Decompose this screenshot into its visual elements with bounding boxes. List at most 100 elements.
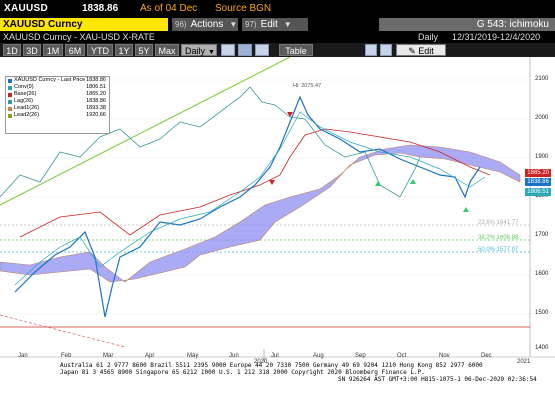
legend-value: 1838.86 bbox=[86, 98, 106, 104]
annotate-icon[interactable] bbox=[255, 44, 269, 56]
x-month-label: Jan bbox=[18, 353, 28, 359]
chevron-down-icon: ▼ bbox=[229, 20, 238, 29]
legend-value: 1920.66 bbox=[86, 112, 106, 118]
conversion-line bbox=[14, 111, 486, 286]
interval-value: Daily bbox=[185, 46, 206, 56]
range-1d-button[interactable]: 1D bbox=[3, 44, 21, 56]
chart-template-title: G 543: ichimoku bbox=[379, 18, 555, 31]
x-month-label: Jul bbox=[271, 353, 279, 359]
legend-item: Base(26) 1865.20 bbox=[6, 91, 109, 98]
ichimoku-chart[interactable]: XAUUSD Curncy - Last Price 1838.86 Conv(9… bbox=[0, 57, 555, 400]
sell-signal-icon bbox=[287, 112, 293, 117]
legend-value: 1838.86 bbox=[86, 77, 106, 83]
date-range[interactable]: 12/31/2019-12/4/2020 bbox=[452, 32, 541, 42]
fib-23-label: 23.6% 1641.77 bbox=[478, 220, 519, 226]
range-max-button[interactable]: Max bbox=[155, 44, 179, 56]
buy-signal-icon bbox=[463, 207, 469, 212]
legend-label: Lead2(26) bbox=[14, 112, 40, 118]
settings-icon[interactable] bbox=[380, 44, 392, 56]
x-month-label: Mar bbox=[103, 353, 114, 359]
legend-swatch bbox=[8, 86, 12, 90]
x-month-label: Nov bbox=[439, 353, 450, 359]
y-tick-label: 1800 bbox=[535, 193, 549, 199]
ichimoku-cloud bbox=[0, 144, 521, 283]
security-description: XAUUSD Curncy - XAU-USD X-RATE bbox=[3, 32, 155, 42]
range-ytd-button[interactable]: YTD bbox=[87, 44, 113, 56]
as-of-date: As of 04 Dec bbox=[140, 3, 198, 14]
actions-label: Actions bbox=[190, 19, 224, 30]
legend-label: Base(26) bbox=[14, 91, 37, 97]
legend-label: Lag(26) bbox=[14, 98, 33, 104]
legend-swatch bbox=[8, 100, 12, 104]
legend-label: Lead1(26) bbox=[14, 105, 40, 111]
high-label: Hi: 2075.47 bbox=[293, 83, 322, 89]
y-tick-label: 1700 bbox=[535, 232, 549, 238]
x-month-label: Feb bbox=[61, 353, 72, 359]
chevron-down-icon: ▼ bbox=[283, 20, 292, 29]
legend-label: Conv(9) bbox=[14, 84, 34, 90]
range-1m-button[interactable]: 1M bbox=[43, 44, 63, 56]
table-button[interactable]: Table bbox=[279, 44, 313, 56]
legend-swatch bbox=[8, 107, 12, 111]
security-field[interactable]: XAUUSD Curncy bbox=[0, 18, 168, 31]
actions-button[interactable]: 96) Actions ▼ bbox=[172, 18, 238, 31]
y-tick-label: 1500 bbox=[535, 310, 549, 316]
x-month-label: Jun bbox=[229, 353, 239, 359]
fib-50-label: 50.0% 1577.07 bbox=[478, 247, 519, 253]
edit-button[interactable]: 97) Edit ▼ bbox=[242, 18, 308, 31]
command-bar: XAUUSD Curncy 96) Actions ▼ 97) Edit ▼ G 543… bbox=[0, 18, 555, 31]
price-source: Source BGN bbox=[215, 3, 272, 14]
conv-price-tag: 1806.51 bbox=[525, 188, 551, 196]
range-3d-button[interactable]: 3D bbox=[23, 44, 41, 56]
range-5y-button[interactable]: 5Y bbox=[135, 44, 153, 56]
edit-shortcut: 97) bbox=[245, 20, 257, 29]
x-month-label: Dec bbox=[481, 353, 492, 359]
y-tick-label: 2000 bbox=[535, 115, 549, 121]
x-month-label: May bbox=[187, 353, 199, 359]
legend-value: 1806.51 bbox=[86, 84, 106, 90]
security-header: XAUUSD 1838.86 As of 04 Dec Source BGN bbox=[0, 0, 555, 18]
legend-item: XAUUSD Curncy - Last Price 1838.86 bbox=[6, 77, 109, 84]
range-6m-button[interactable]: 6M bbox=[65, 44, 85, 56]
pencil-icon: ✎ bbox=[408, 46, 416, 56]
line-tool-icon[interactable] bbox=[238, 44, 252, 56]
chevron-down-icon: ▼ bbox=[208, 49, 215, 56]
base-line bbox=[19, 128, 491, 238]
edit-chart-button[interactable]: ✎ Edit Chart bbox=[396, 44, 446, 68]
legend-value: 1865.20 bbox=[86, 91, 106, 97]
legend-item: Conv(9) 1806.51 bbox=[6, 84, 109, 91]
sell-signal-icon bbox=[269, 180, 275, 185]
chart-type-icon[interactable] bbox=[221, 44, 235, 56]
y-tick-label: 1400 bbox=[535, 345, 549, 351]
zoom-icon[interactable] bbox=[365, 44, 377, 56]
lag-line bbox=[0, 86, 421, 198]
x-month-label: Aug bbox=[313, 353, 324, 359]
footer: Australia 61 2 9777 8600 Brazil 5511 239… bbox=[0, 362, 555, 400]
actions-shortcut: 96) bbox=[175, 20, 187, 29]
y-tick-label: 1900 bbox=[535, 154, 549, 160]
legend-value: 1893.38 bbox=[86, 105, 106, 111]
range-1y-button[interactable]: 1Y bbox=[115, 44, 133, 56]
base-price-tag: 1865.20 bbox=[525, 169, 551, 177]
ticker-symbol: XAUUSD bbox=[4, 3, 49, 14]
footer-contacts-line1: Australia 61 2 9777 8600 Brazil 5511 239… bbox=[60, 362, 483, 369]
chart-toolbar: 1D 3D 1M 6M YTD 1Y 5Y Max Daily ▼ Table ✎… bbox=[0, 43, 555, 68]
buy-signal-icon bbox=[375, 181, 381, 186]
chart-legend[interactable]: XAUUSD Curncy - Last Price 1838.86 Conv(9… bbox=[5, 76, 110, 134]
interval-select[interactable]: Daily ▼ bbox=[181, 44, 217, 56]
legend-swatch bbox=[8, 93, 12, 97]
legend-item: Lead1(26) 1893.38 bbox=[6, 105, 109, 112]
last-price-tag: 1838.86 bbox=[525, 178, 551, 186]
y-tick-label: 2100 bbox=[535, 76, 549, 82]
support-line bbox=[0, 314, 126, 348]
x-month-label: Oct bbox=[397, 353, 407, 359]
legend-swatch bbox=[8, 79, 12, 83]
price-line bbox=[14, 95, 481, 318]
buy-signal-icon bbox=[410, 179, 416, 184]
x-month-label: Sep bbox=[355, 353, 366, 359]
legend-label: XAUUSD Curncy - Last Price bbox=[14, 77, 86, 83]
x-year-label: 2021 bbox=[517, 359, 531, 365]
footer-session-line: SN 926264 AST GMT+3:00 H815-1075-1 06-De… bbox=[338, 376, 537, 383]
x-year-label: 2020 bbox=[254, 359, 268, 365]
legend-swatch bbox=[8, 114, 12, 118]
